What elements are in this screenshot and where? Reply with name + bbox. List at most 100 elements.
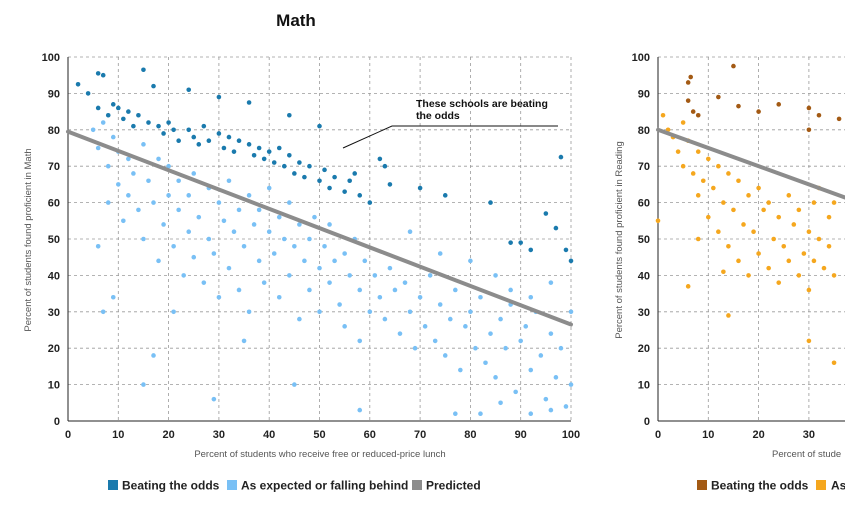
math-point-beating-70	[563, 247, 569, 253]
math-x-tick-labels: 0 10 20 30 40 50 60 70 80 90 100	[65, 429, 580, 441]
math-point-expected-38	[226, 178, 232, 184]
math-point-expected-49	[261, 280, 267, 285]
math-point-expected-3	[105, 163, 111, 169]
math-x-tick-10: 10	[112, 429, 124, 441]
read-point-expected-7	[690, 171, 696, 176]
math-point-expected-76	[357, 287, 363, 293]
math-y-axis-label: Percent of students found proficient in …	[23, 148, 34, 331]
legend-label-reading-as: As	[831, 479, 845, 493]
math-point-beating-47	[307, 163, 312, 169]
read-x-tick-20: 20	[752, 429, 764, 441]
read-point-expected-47	[821, 265, 827, 271]
math-x-tick-20: 20	[162, 429, 174, 441]
math-point-beating-11	[317, 123, 322, 129]
math-point-beating-9	[246, 100, 252, 105]
math-point-expected-136	[548, 280, 554, 285]
math-point-expected-19	[161, 222, 166, 227]
read-point-expected-34	[781, 243, 787, 249]
math-point-expected-102	[483, 360, 488, 366]
math-point-expected-69	[327, 222, 332, 227]
math-point-beating-8	[216, 94, 222, 100]
math-point-beating-59	[387, 182, 393, 187]
legend-swatch-predicted	[412, 480, 422, 490]
math-point-expected-29	[191, 254, 197, 260]
math-point-expected-23	[176, 178, 181, 184]
read-point-expected-27	[756, 251, 761, 256]
math-predicted-line	[66, 129, 573, 327]
math-point-expected-119	[568, 382, 574, 387]
read-point-expected-11	[706, 156, 711, 162]
math-point-expected-16	[151, 200, 156, 205]
math-point-beating-46	[302, 174, 307, 180]
read-point-expected-21	[736, 258, 741, 264]
math-point-expected-14	[141, 236, 146, 242]
math-point-beating-44	[292, 171, 297, 176]
math-point-beating-7	[186, 87, 192, 93]
math-point-beating-67	[553, 225, 559, 231]
read-point-expected-44	[811, 258, 817, 264]
math-point-beating-19	[146, 120, 151, 125]
math-point-beating-24	[176, 138, 181, 144]
read-point-beating-1	[685, 80, 691, 85]
math-point-expected-105	[498, 316, 503, 322]
math-point-expected-137	[568, 309, 574, 315]
math-point-beating-12	[95, 105, 101, 111]
math-point-beating-34	[236, 138, 242, 144]
read-point-expected-16	[721, 200, 726, 205]
math-point-beating-10	[287, 112, 292, 118]
math-point-expected-13	[141, 142, 146, 147]
math-point-expected-37	[221, 218, 227, 224]
math-point-expected-6	[116, 182, 121, 187]
math-point-beating-15	[121, 116, 126, 122]
read-point-expected-10	[700, 178, 706, 184]
read-point-expected-40	[801, 251, 807, 256]
math-x-tick-90: 90	[515, 429, 527, 441]
read-point-expected-4	[680, 120, 686, 125]
math-point-beating-17	[131, 123, 136, 129]
math-point-beating-26	[191, 134, 197, 140]
math-point-expected-61	[302, 258, 307, 264]
legend-label-reading-beating: Beating the odds	[711, 479, 809, 493]
math-y-tick-100: 100	[42, 52, 60, 64]
math-point-expected-47	[256, 258, 262, 264]
math-point-expected-57	[287, 200, 292, 205]
math-x-tick-70: 70	[414, 429, 426, 441]
math-point-expected-11	[131, 171, 136, 176]
annotation-leader-line	[342, 125, 558, 149]
math-point-beating-2	[95, 71, 101, 76]
math-y-tick-0: 0	[54, 416, 60, 428]
read-point-expected-26	[756, 185, 761, 191]
math-point-expected-92	[432, 338, 438, 344]
math-y-tick-40: 40	[48, 270, 60, 282]
math-point-expected-84	[392, 287, 398, 293]
math-point-expected-30	[196, 214, 202, 220]
math-gridlines	[67, 56, 572, 422]
math-point-expected-59	[297, 222, 302, 227]
math-point-expected-9	[126, 156, 131, 162]
read-point-expected-50	[831, 273, 837, 278]
read-point-expected-53	[721, 269, 726, 275]
read-point-beating-10	[836, 116, 842, 122]
math-point-expected-70	[332, 258, 337, 264]
math-point-expected-93	[437, 302, 443, 307]
math-point-expected-141	[528, 411, 534, 417]
math-y-tick-30: 30	[48, 307, 60, 319]
math-point-expected-116	[553, 375, 559, 380]
math-point-beating-57	[377, 156, 383, 162]
math-point-beating-13	[105, 112, 111, 118]
math-x-axis-label: Percent of students who receive free or …	[194, 449, 445, 460]
math-point-expected-18	[156, 258, 161, 264]
reading-points-expected	[655, 112, 837, 366]
math-point-expected-88	[412, 345, 418, 351]
math-point-expected-89	[417, 294, 423, 300]
math-point-expected-41	[236, 207, 242, 213]
math-y-tick-80: 80	[48, 125, 60, 137]
math-y-tick-10: 10	[48, 380, 60, 392]
read-y-tick-60: 60	[638, 198, 650, 210]
math-chart-panel: Math 0 10 20 30 40 50 60 70 80 90 100 0 10 20 30 40 50 6…	[23, 11, 580, 493]
read-point-beating-4	[736, 103, 741, 109]
math-point-beating-20	[156, 123, 161, 129]
read-point-expected-23	[746, 193, 751, 198]
read-point-beating-0	[688, 74, 693, 80]
